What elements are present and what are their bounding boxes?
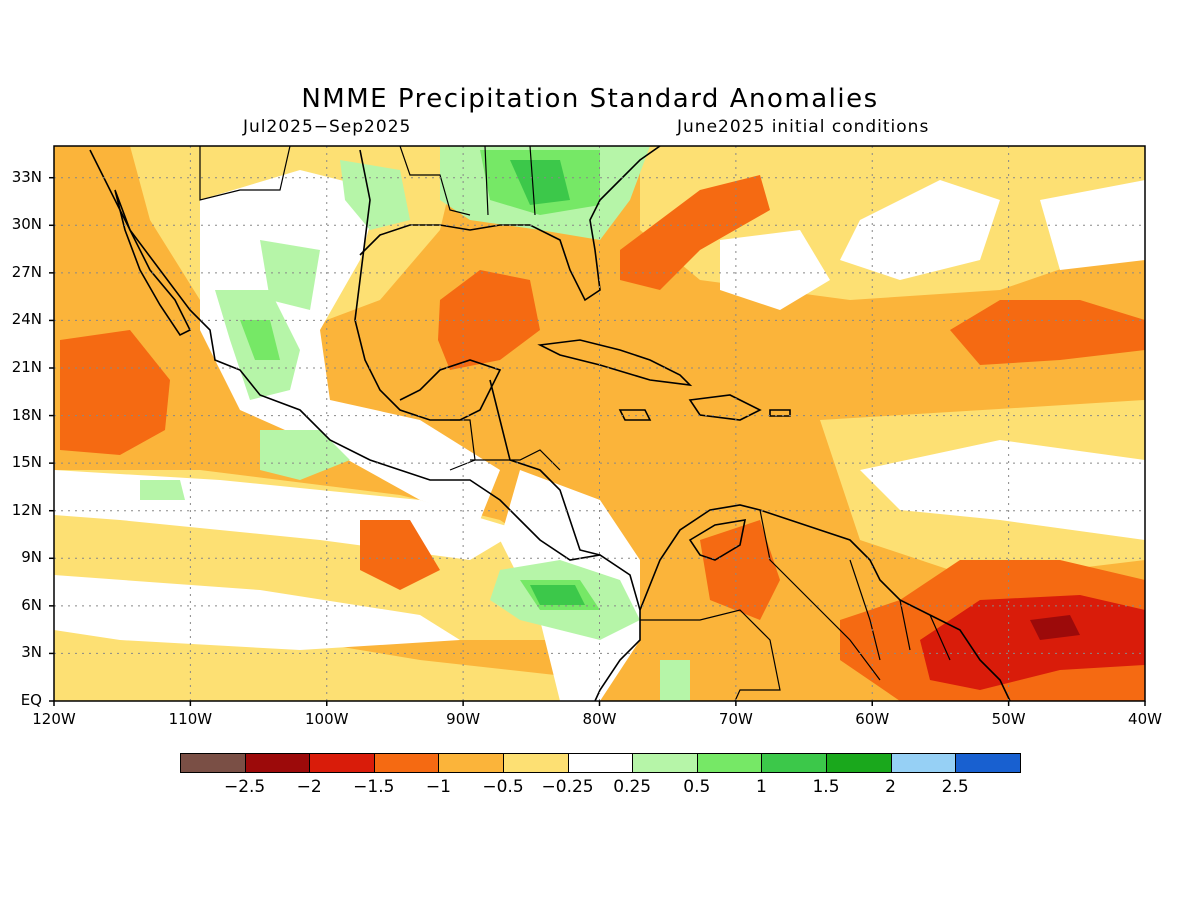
colorbar-swatch [890,753,957,773]
dry-core-western-atlantic [620,175,770,290]
dry-core-pacific-9n [360,520,440,590]
colorbar-swatch [180,753,246,773]
colorbar-label: −2.5 [223,777,266,797]
dry-core-east-pacific [60,330,170,455]
lat-label: 21N [11,358,42,376]
colombia-venezuela-border [640,609,781,701]
hispaniola [688,394,762,421]
lon-label: 50W [991,710,1026,728]
near-normal-atlantic-1 [840,180,1000,280]
wet-texas [340,160,410,230]
colorbar-swatch [955,753,1022,773]
wet-mexico-plateau [260,240,320,310]
wet-pacific-15n [260,430,350,480]
near-normal-atlantic-4 [860,440,1145,540]
south-america-north-coast [639,504,1011,701]
gulf-coast-mexico [354,149,502,421]
lon-label: 60W [855,710,890,728]
us-state-lines [484,146,536,216]
wet-colombia [660,660,690,701]
colorbar-label: −0.25 [541,777,594,797]
colorbar-label: −1.5 [353,777,395,797]
colorbar-swatch [567,753,634,773]
colorbar-label: 2.5 [941,777,969,797]
caribbean-coast-central-america [489,379,601,556]
pacific-coast [89,149,641,701]
honduras-border [470,449,561,471]
lon-label: 110W [168,710,213,728]
dry-core-venezuela [700,520,780,620]
lat-label: 18N [11,405,42,424]
colorbar-label: −1 [425,777,451,797]
wet-sierra-madre-core [240,320,280,360]
coastlines [89,146,1011,701]
baja-california [114,189,192,337]
colorbar-swatch [309,753,376,773]
near-normal-band-2 [54,575,460,650]
colorbar-swatch [244,753,311,773]
lat-label: 30N [11,215,42,234]
gulf-coast-us [359,146,661,302]
valid-period: Jul2025−Sep2025 [243,117,412,137]
colorbar-label: 2 [885,777,896,797]
guatemala-border [449,419,476,471]
colorbar-swatch [438,753,505,773]
us-state-borders [399,146,471,216]
wet-panama-strong [530,585,585,605]
colorbar-label: 0.25 [613,777,652,797]
lon-label: 70W [718,710,753,728]
near-normal-atlantic-3 [720,230,830,310]
dry-core-mid-atlantic [950,300,1145,365]
initial-conditions: June2025 initial conditions [677,117,930,137]
lat-label: 27N [11,262,42,281]
lon-label: 80W [582,710,617,728]
extreme-dry-core [1030,615,1080,640]
map-title: NMME Precipitation Standard Anomalies [301,84,879,114]
lat-label: EQ [20,691,42,709]
lat-label: 33N [11,167,42,186]
wet-pacific-13n [140,480,185,500]
colorbar-label: −0.5 [482,777,524,797]
colorbar-swatch [761,753,828,773]
colorbar-swatch [696,753,763,773]
colorbar-swatch [826,753,892,773]
colorbar-swatch [503,753,569,773]
lat-label: 9N [21,548,42,567]
cuba [537,339,693,387]
colorbar-swatch [632,753,699,773]
jamaica [618,409,652,421]
lat-label: 12N [11,500,42,519]
lon-label: 100W [305,710,349,728]
lat-label: 24N [11,310,42,329]
colorbar-label: 1.5 [812,777,840,797]
anomaly-field [54,146,1145,701]
colorbar-label: −2 [296,777,322,797]
lon-label: 90W [446,710,481,728]
grid-lines [54,146,1145,701]
lat-label: 15N [11,453,42,472]
near-normal-atlantic-2 [1040,180,1145,270]
lat-label: 6N [21,595,42,614]
axis-ticks [49,176,1146,706]
lon-label: 120W [32,710,76,728]
guianas-borders [849,559,951,661]
us-mexico-border-west [199,146,291,201]
colorbar-swatch [373,753,440,773]
lon-label: 40W [1128,710,1162,728]
lat-label: 3N [21,643,42,662]
wet-georgia-core [510,160,570,205]
colorbar-label: 1 [755,777,767,797]
lake-maracaibo [688,519,747,561]
strong-dry-guianas [920,595,1145,690]
colorbar-label: 0.5 [683,777,711,797]
